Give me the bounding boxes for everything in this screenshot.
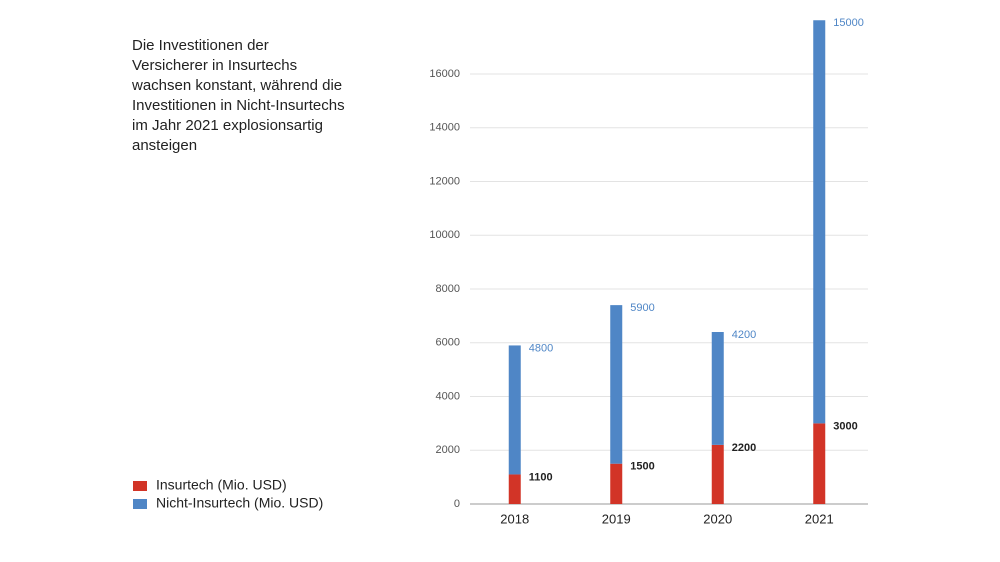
bar-segment — [508, 345, 521, 475]
legend-label: Insurtech (Mio. USD) — [156, 477, 287, 493]
legend-label: Nicht-Insurtech (Mio. USD) — [156, 495, 323, 511]
data-label: 4200 — [732, 329, 756, 341]
legend-swatch — [133, 499, 147, 509]
bar-segment — [711, 444, 724, 504]
y-tick-label: 8000 — [436, 283, 460, 295]
data-label: 1100 — [529, 471, 553, 483]
y-tick-label: 4000 — [436, 390, 460, 402]
chart-title: Die Investitionen der Versicherer in Ins… — [132, 37, 345, 154]
bar-segment — [711, 332, 724, 445]
x-tick-label: 2019 — [602, 511, 631, 526]
bar-segment — [610, 305, 623, 464]
data-label: 3000 — [833, 420, 857, 432]
x-tick-label: 2018 — [500, 511, 529, 526]
y-tick-label: 16000 — [429, 68, 460, 80]
data-label: 2200 — [732, 442, 756, 454]
data-label: 4800 — [529, 342, 553, 354]
data-label: 15000 — [833, 17, 864, 29]
x-tick-label: 2021 — [805, 511, 834, 526]
y-tick-label: 2000 — [436, 444, 460, 456]
legend-swatch — [133, 481, 147, 491]
bar-segment — [508, 474, 521, 504]
data-label: 1500 — [630, 461, 654, 473]
bar-segment — [610, 463, 623, 504]
bar-segment — [813, 423, 826, 504]
bar-segment — [813, 20, 826, 424]
data-label: 5900 — [630, 302, 654, 314]
y-tick-label: 6000 — [436, 337, 460, 349]
y-tick-label: 10000 — [429, 229, 460, 241]
x-tick-label: 2020 — [703, 511, 732, 526]
y-tick-label: 12000 — [429, 175, 460, 187]
y-tick-label: 0 — [454, 498, 460, 510]
y-tick-label: 14000 — [429, 122, 460, 134]
